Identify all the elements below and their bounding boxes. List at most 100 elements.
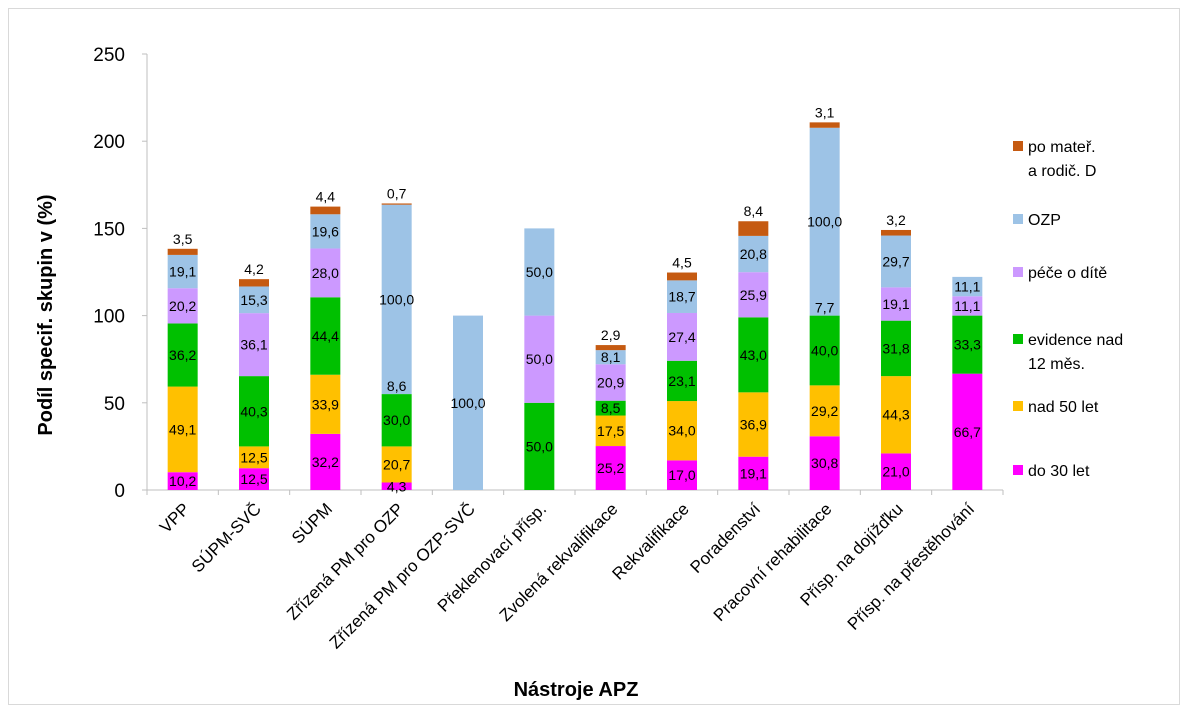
legend-label: do 30 let bbox=[1028, 463, 1090, 480]
bar-segment bbox=[239, 286, 269, 314]
data-label: 8,4 bbox=[744, 203, 764, 219]
bar-segment bbox=[809, 436, 840, 490]
data-label: 8,6 bbox=[387, 378, 407, 394]
data-label: 7,7 bbox=[815, 300, 835, 316]
legend-label: OZP bbox=[1028, 212, 1061, 229]
x-tick-label: Zřízená PM pro OZP-SVČ bbox=[326, 499, 479, 652]
bar-segment bbox=[524, 315, 555, 403]
bar-segment bbox=[239, 313, 269, 377]
bar-segment bbox=[738, 221, 769, 236]
bar-segment bbox=[595, 345, 626, 351]
x-tick-label: Přísp. na přestěhování bbox=[844, 499, 979, 634]
data-label: 33,3 bbox=[954, 337, 981, 353]
bar-segment bbox=[952, 296, 983, 316]
legend-swatch bbox=[1013, 401, 1023, 411]
bar-segment bbox=[667, 312, 697, 361]
data-label: 12,5 bbox=[240, 449, 267, 465]
y-tick-label: 100 bbox=[93, 307, 125, 328]
data-label: 0,7 bbox=[387, 185, 407, 201]
bar-segment bbox=[595, 350, 626, 365]
data-label: 17,0 bbox=[668, 467, 695, 483]
bar-segment bbox=[809, 385, 840, 437]
bar-segment bbox=[952, 315, 983, 374]
legend-label: nad 50 let bbox=[1028, 399, 1099, 416]
data-label: 3,1 bbox=[815, 104, 835, 120]
data-label: 11,1 bbox=[954, 298, 980, 314]
bar-segment bbox=[881, 453, 911, 490]
y-axis-title: Podíl specif. skupin v (%) bbox=[35, 194, 57, 435]
bars bbox=[167, 122, 983, 490]
data-label: 36,1 bbox=[240, 337, 267, 353]
data-label: 19,1 bbox=[169, 264, 196, 280]
data-label: 20,9 bbox=[597, 374, 624, 390]
bar-segment bbox=[738, 392, 769, 457]
bar-segment bbox=[667, 460, 697, 490]
data-label: 21,0 bbox=[882, 464, 909, 480]
bar-segment bbox=[239, 446, 269, 469]
x-tick-label: Poradenství bbox=[687, 499, 765, 577]
legend-label: péče o dítě bbox=[1028, 265, 1107, 282]
legend-swatch bbox=[1013, 334, 1023, 344]
data-label: 100,0 bbox=[379, 291, 414, 307]
data-label: 44,3 bbox=[882, 407, 909, 423]
data-label: 8,5 bbox=[601, 400, 621, 416]
x-tick-label: Zvolená rekvalifikace bbox=[496, 499, 622, 625]
data-label: 34,0 bbox=[668, 423, 695, 439]
x-tick-label: SÚPM-SVČ bbox=[188, 499, 265, 576]
data-label: 8,1 bbox=[601, 349, 621, 365]
bar-segment bbox=[952, 373, 983, 490]
bar-segment bbox=[667, 360, 697, 402]
data-label: 27,4 bbox=[668, 329, 695, 345]
data-label: 19,6 bbox=[312, 223, 339, 239]
bar-segment bbox=[881, 320, 911, 377]
data-label: 15,3 bbox=[240, 292, 267, 308]
bar-segment bbox=[310, 248, 341, 298]
data-label: 18,7 bbox=[668, 289, 695, 305]
data-label: 100,0 bbox=[807, 214, 842, 230]
x-tick-label: Rekvalifikace bbox=[609, 499, 693, 583]
data-label: 50,0 bbox=[526, 351, 553, 367]
bar-segment bbox=[167, 254, 198, 289]
data-label: 49,1 bbox=[169, 421, 196, 437]
data-label: 43,0 bbox=[740, 347, 767, 363]
bar-segment bbox=[881, 376, 911, 454]
bar-segment bbox=[595, 446, 626, 490]
bar-segment bbox=[453, 315, 483, 490]
bar-segment bbox=[667, 401, 697, 461]
data-label: 25,9 bbox=[740, 287, 767, 303]
data-label: 4,4 bbox=[316, 189, 336, 205]
data-label: 29,7 bbox=[882, 253, 909, 269]
legend-label: 12 měs. bbox=[1028, 356, 1085, 373]
data-label: 44,4 bbox=[312, 328, 339, 344]
data-label: 20,8 bbox=[740, 246, 767, 262]
y-tick-label: 0 bbox=[114, 481, 125, 502]
axes: 0 50 100 150 200 250 bbox=[93, 45, 1004, 502]
y-tick-label: 250 bbox=[93, 45, 125, 66]
data-label: 30,0 bbox=[383, 412, 410, 428]
data-label: 33,9 bbox=[312, 396, 339, 412]
bar-segment bbox=[310, 214, 341, 249]
bar-segment bbox=[381, 204, 412, 395]
data-label: 29,2 bbox=[811, 403, 838, 419]
legend-label: a rodič. D bbox=[1028, 163, 1096, 180]
bar-segment bbox=[239, 279, 269, 287]
bar-segment bbox=[881, 235, 911, 288]
bar-segment bbox=[167, 386, 198, 473]
bar-segment bbox=[310, 374, 341, 434]
bar-segment bbox=[667, 272, 697, 281]
data-label: 50,0 bbox=[526, 264, 553, 280]
bar-segment bbox=[595, 364, 626, 401]
data-label: 40,0 bbox=[811, 342, 838, 358]
bar-segment bbox=[381, 482, 412, 490]
legend-swatch bbox=[1013, 141, 1023, 151]
bar-segment bbox=[167, 248, 198, 255]
x-tick-label: SÚPM bbox=[288, 499, 336, 547]
data-label: 36,9 bbox=[740, 417, 767, 433]
data-label: 40,3 bbox=[240, 403, 267, 419]
data-label: 4,2 bbox=[244, 261, 264, 277]
bar-segment bbox=[524, 228, 555, 316]
data-label: 4,3 bbox=[387, 478, 407, 494]
y-tick-label: 50 bbox=[104, 394, 125, 415]
